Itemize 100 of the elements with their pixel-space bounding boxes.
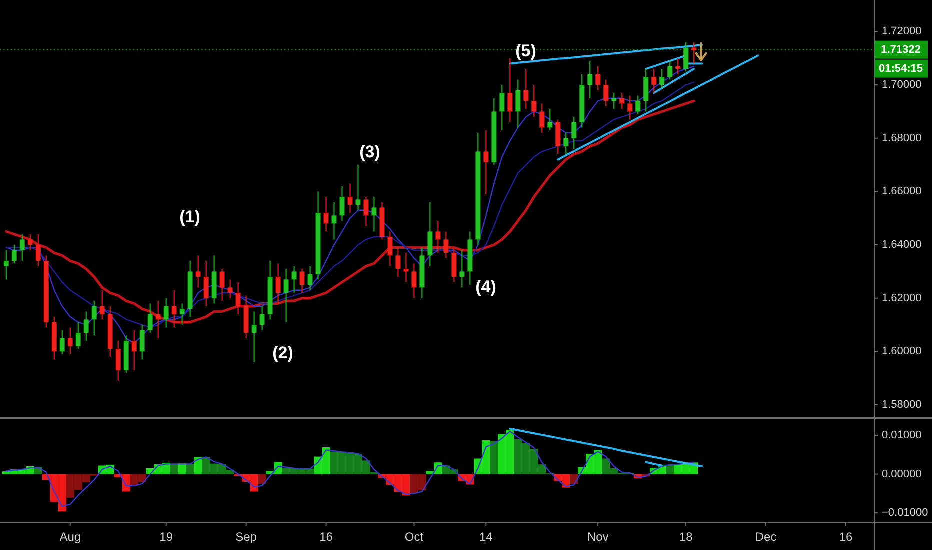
bar <box>666 464 674 474</box>
candlestick <box>76 322 81 350</box>
candlestick <box>156 300 161 339</box>
line-series <box>557 54 760 161</box>
candlestick <box>196 255 201 288</box>
bar <box>490 441 498 474</box>
bar <box>194 457 202 474</box>
annotation: (4) <box>476 278 496 296</box>
candlestick <box>676 58 681 75</box>
candlestick <box>252 311 257 363</box>
candlestick <box>204 260 209 307</box>
y-tick-label: 1.70000 <box>882 79 922 92</box>
candlestick <box>604 79 609 107</box>
x-tick-label: 14 <box>480 530 494 544</box>
candlestick <box>628 95 633 120</box>
annotation: (3) <box>360 142 380 162</box>
candlestick <box>36 234 41 267</box>
x-tick-label: Sep <box>236 530 258 544</box>
candlestick <box>636 95 641 115</box>
y-tick-label: 1.64000 <box>882 239 922 252</box>
candlestick <box>652 68 657 94</box>
candlestick <box>332 202 337 240</box>
candlestick <box>300 268 305 294</box>
candlestick <box>524 68 529 110</box>
candlestick <box>692 42 697 64</box>
y-tick-label: 1.62000 <box>882 292 922 304</box>
candlestick <box>284 268 289 323</box>
candlestick <box>540 103 545 134</box>
candlestick <box>164 298 169 328</box>
line-series <box>6 430 695 508</box>
candlestick <box>92 300 97 336</box>
candlestick <box>324 196 329 232</box>
bar <box>186 464 194 474</box>
candlestick <box>484 130 489 195</box>
candlestick <box>148 303 153 334</box>
candlestick <box>220 268 225 302</box>
candlestick <box>340 186 345 222</box>
candlestick <box>508 58 513 123</box>
candlestick <box>180 303 185 326</box>
candlestick <box>516 79 521 128</box>
candlestick <box>660 68 665 88</box>
candlestick <box>132 330 137 371</box>
candlestick <box>532 84 537 118</box>
candlestick <box>356 164 361 211</box>
candlestick <box>228 279 233 299</box>
candlestick <box>668 60 673 80</box>
candlestick <box>556 119 561 155</box>
x-tick-label: Aug <box>60 530 82 544</box>
candlestick <box>372 196 377 232</box>
candlestick <box>260 306 265 331</box>
candlestick <box>396 247 401 278</box>
line-series <box>509 428 704 468</box>
candlestick <box>596 66 601 91</box>
x-tick-label: 19 <box>160 530 174 544</box>
candlestick <box>60 330 65 355</box>
candlestick <box>564 132 569 155</box>
y-tick-label: 0.01000 <box>882 429 922 442</box>
y-tick-label: 1.68000 <box>882 132 922 144</box>
y-tick-label: 1.66000 <box>882 186 922 198</box>
candlestick <box>28 234 33 251</box>
y-tick-label: 0.00000 <box>882 468 922 480</box>
y-tick-label: 1.60000 <box>882 346 922 358</box>
candlestick <box>404 252 409 283</box>
y-tick-label: 1.58000 <box>882 399 922 411</box>
candlestick <box>428 202 433 267</box>
candlestick <box>100 290 105 320</box>
candlestick <box>612 92 617 110</box>
candlestick <box>236 282 241 315</box>
candlestick <box>348 183 353 214</box>
ref-line-label: 1.71322 <box>881 44 921 56</box>
candlestick <box>436 220 441 254</box>
candlestick <box>412 263 417 299</box>
bar <box>258 474 266 484</box>
candlestick <box>12 244 17 264</box>
line-series <box>653 68 696 94</box>
bar <box>170 464 178 474</box>
y-tick-label: −0.01000 <box>882 507 928 520</box>
x-tick-label: Dec <box>755 530 777 544</box>
candlestick <box>572 116 577 150</box>
x-tick-label: Nov <box>587 530 609 544</box>
annotation: (2) <box>272 344 294 362</box>
candlestick <box>20 234 25 262</box>
candlestick <box>588 60 593 99</box>
candlestick <box>172 290 177 328</box>
candlestick <box>388 231 393 267</box>
candlestick <box>452 247 457 283</box>
candlestick <box>620 92 625 110</box>
x-tick-label: 16 <box>839 530 854 544</box>
candlestick <box>276 263 281 304</box>
candlestick <box>140 324 145 360</box>
candlestick <box>292 266 297 294</box>
candlestick <box>116 340 121 382</box>
annotation: (5) <box>516 42 536 60</box>
candlestick <box>460 250 465 288</box>
candlestick <box>444 231 449 259</box>
candlestick <box>308 266 313 291</box>
candlestick <box>4 250 9 280</box>
candlestick <box>548 108 553 131</box>
y-tick-label: 1.72000 <box>882 26 922 38</box>
candlestick <box>68 327 73 355</box>
